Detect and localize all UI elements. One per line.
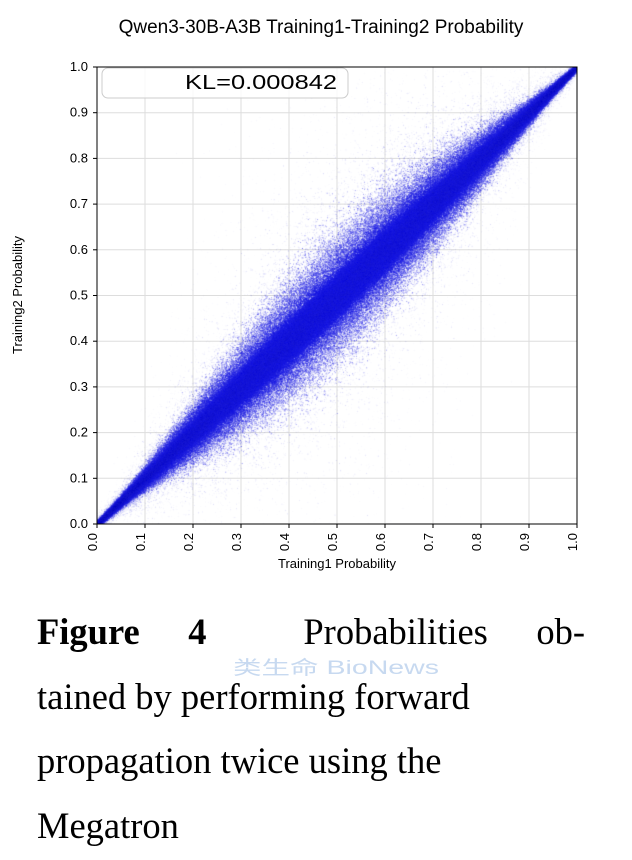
svg-text:0.8: 0.8: [469, 533, 484, 551]
svg-text:KL=0.000842: KL=0.000842: [185, 72, 337, 94]
svg-text:0.3: 0.3: [229, 533, 244, 551]
svg-text:0.1: 0.1: [70, 470, 88, 485]
svg-text:0.4: 0.4: [70, 333, 88, 348]
svg-text:0.3: 0.3: [70, 379, 88, 394]
svg-text:0.7: 0.7: [421, 533, 436, 551]
svg-text:0.1: 0.1: [133, 533, 148, 551]
svg-text:1.0: 1.0: [70, 59, 88, 74]
svg-text:0.9: 0.9: [70, 105, 88, 120]
svg-text:1.0: 1.0: [565, 533, 580, 551]
svg-text:0.6: 0.6: [70, 242, 88, 257]
svg-text:0.2: 0.2: [181, 533, 196, 551]
svg-text:0.2: 0.2: [70, 425, 88, 440]
svg-text:0.4: 0.4: [277, 533, 292, 551]
svg-text:Qwen3-30B-A3B Training1-Traini: Qwen3-30B-A3B Training1-Training2 Probab…: [119, 17, 524, 38]
svg-text:0.5: 0.5: [325, 533, 340, 551]
svg-text:0.8: 0.8: [70, 150, 88, 165]
svg-text:Training2 Probability: Training2 Probability: [10, 235, 25, 354]
svg-text:0.0: 0.0: [70, 516, 88, 531]
svg-text:Training1 Probability: Training1 Probability: [278, 556, 397, 571]
svg-text:0.6: 0.6: [373, 533, 388, 551]
svg-text:0.0: 0.0: [85, 533, 100, 551]
svg-text:0.9: 0.9: [517, 533, 532, 551]
svg-text:0.7: 0.7: [70, 196, 88, 211]
svg-text:0.5: 0.5: [70, 288, 88, 303]
